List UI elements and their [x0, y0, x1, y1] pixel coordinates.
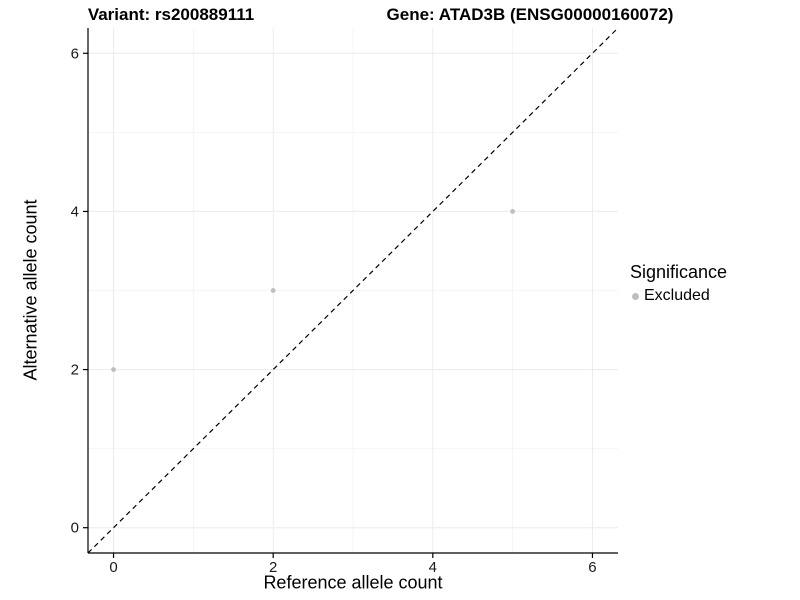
- legend-entry-excluded: Excluded: [630, 287, 727, 305]
- legend-title: Significance: [630, 262, 728, 282]
- data-point: [510, 209, 516, 214]
- legend: Significance Excluded: [630, 262, 727, 305]
- x-tick-label: 0: [109, 559, 117, 576]
- y-tick-label: 0: [71, 520, 79, 537]
- data-point: [111, 367, 116, 372]
- x-tick-label: 4: [429, 559, 437, 576]
- x-tick-label: 2: [269, 559, 277, 576]
- identity-dashed-line: [87, 27, 619, 554]
- legend-point-icon: [632, 292, 639, 300]
- legend-entry-label: Excluded: [644, 287, 710, 304]
- x-axis-label: Reference allele count: [263, 572, 443, 593]
- y-axis-label: Alternative allele count: [20, 199, 41, 381]
- y-tick-label: 2: [71, 362, 79, 379]
- data-point: [270, 288, 276, 293]
- y-tick-label: 6: [71, 45, 79, 62]
- x-tick-label: 6: [588, 559, 596, 576]
- plot-title-gene: Gene: ATAD3B (ENSG00000160072): [386, 5, 674, 24]
- plot-title-variant: Variant: rs200889111: [87, 5, 255, 24]
- y-tick-label: 4: [71, 203, 79, 220]
